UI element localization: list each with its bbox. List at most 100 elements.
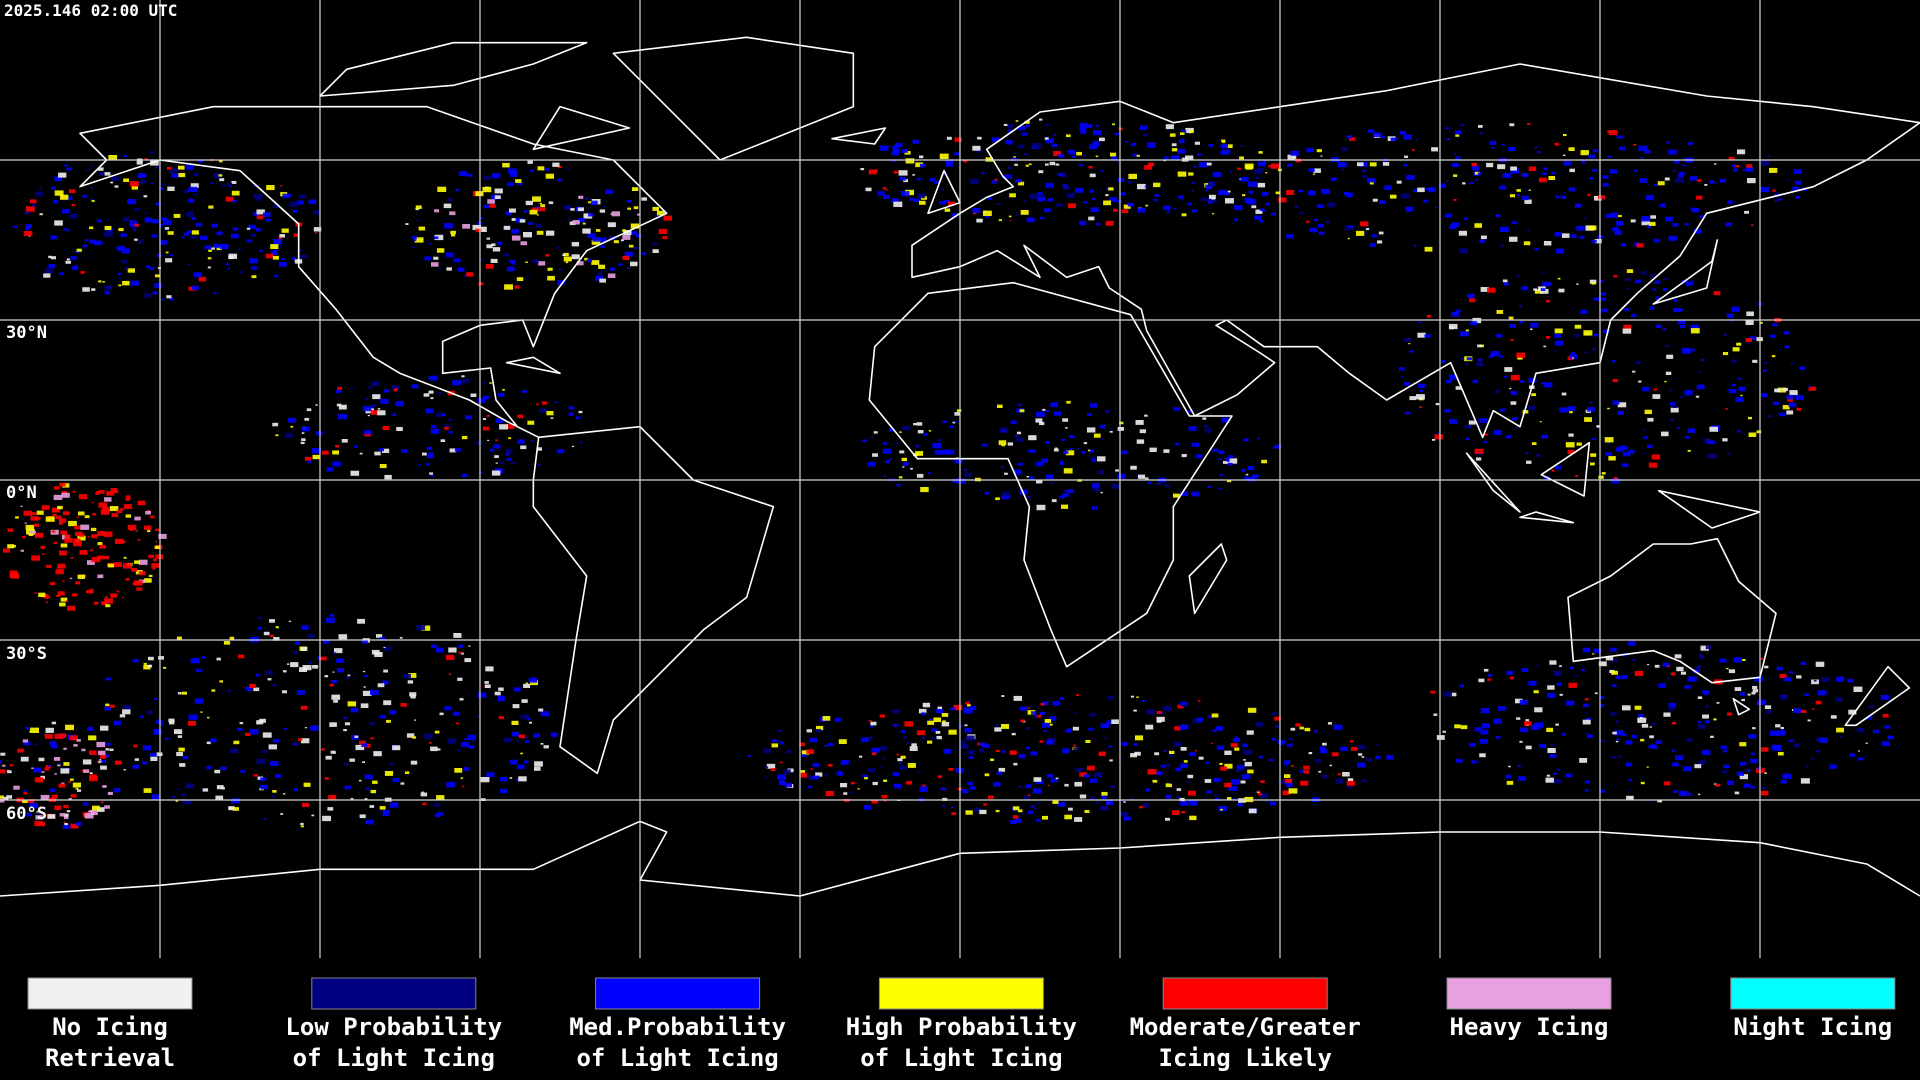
icing-speckle bbox=[216, 231, 223, 236]
icing-speckle bbox=[1366, 757, 1373, 762]
icing-speckle bbox=[1319, 746, 1326, 751]
icing-speckle bbox=[316, 431, 323, 436]
icing-speckle bbox=[73, 538, 81, 543]
icing-speckle bbox=[1517, 765, 1521, 767]
icing-speckle bbox=[443, 203, 452, 209]
icing-speckle bbox=[904, 721, 914, 727]
icing-speckle bbox=[114, 760, 122, 765]
legend-swatch bbox=[27, 977, 193, 1010]
icing-speckle bbox=[304, 727, 307, 729]
icing-speckle bbox=[1663, 781, 1671, 786]
icing-speckle bbox=[1701, 749, 1711, 756]
icing-speckle bbox=[66, 196, 73, 200]
icing-speckle bbox=[511, 731, 520, 737]
icing-speckle bbox=[186, 212, 194, 217]
icing-speckle bbox=[1676, 426, 1680, 429]
icing-speckle bbox=[302, 802, 309, 808]
icing-speckle bbox=[132, 764, 140, 769]
icing-speckle bbox=[70, 557, 74, 559]
icing-speckle bbox=[1522, 410, 1529, 414]
icing-speckle bbox=[563, 205, 572, 210]
icing-speckle bbox=[1792, 187, 1800, 192]
icing-speckle bbox=[151, 234, 157, 238]
icing-speckle bbox=[72, 490, 76, 493]
icing-speckle bbox=[343, 729, 347, 732]
icing-speckle bbox=[384, 646, 392, 652]
icing-speckle bbox=[957, 495, 960, 497]
icing-speckle bbox=[1543, 167, 1548, 171]
icing-speckle bbox=[1027, 495, 1031, 498]
icing-speckle bbox=[1471, 162, 1477, 167]
icing-speckle bbox=[1637, 717, 1647, 723]
icing-speckle bbox=[1498, 706, 1507, 711]
icing-speckle bbox=[185, 783, 195, 789]
icing-speckle bbox=[1032, 788, 1042, 794]
icing-speckle bbox=[23, 792, 28, 795]
icing-speckle bbox=[1739, 742, 1747, 747]
icing-speckle bbox=[1444, 409, 1451, 413]
icing-speckle bbox=[1579, 758, 1588, 763]
icing-speckle bbox=[143, 665, 151, 670]
icing-speckle bbox=[1612, 658, 1618, 663]
icing-speckle bbox=[1078, 163, 1083, 167]
icing-speckle bbox=[90, 588, 94, 591]
icing-speckle bbox=[475, 228, 482, 233]
icing-speckle bbox=[1819, 737, 1828, 743]
icing-speckle bbox=[1594, 297, 1600, 301]
icing-speckle bbox=[1223, 461, 1228, 464]
icing-speckle bbox=[607, 222, 616, 228]
icing-speckle bbox=[595, 229, 601, 232]
icing-speckle bbox=[545, 230, 555, 236]
timestamp: 2025.146 02:00 UTC bbox=[4, 1, 177, 20]
icing-speckle bbox=[175, 800, 178, 802]
icing-speckle bbox=[1224, 782, 1232, 788]
icing-speckle bbox=[444, 706, 452, 711]
icing-speckle bbox=[1610, 647, 1617, 652]
icing-speckle bbox=[534, 761, 543, 767]
icing-speckle bbox=[883, 194, 890, 199]
icing-speckle bbox=[31, 512, 37, 515]
icing-speckle bbox=[864, 777, 868, 780]
icing-speckle bbox=[3, 796, 9, 800]
icing-speckle bbox=[81, 748, 86, 752]
icing-speckle bbox=[1664, 177, 1670, 181]
icing-speckle bbox=[1243, 749, 1253, 755]
icing-speckle bbox=[884, 800, 887, 802]
icing-speckle bbox=[1286, 234, 1294, 239]
icing-speckle bbox=[894, 142, 903, 148]
icing-speckle bbox=[1251, 205, 1257, 209]
icing-speckle bbox=[500, 788, 508, 794]
icing-speckle bbox=[127, 199, 136, 205]
icing-speckle bbox=[427, 242, 433, 245]
icing-speckle bbox=[1237, 802, 1243, 807]
icing-speckle bbox=[1187, 202, 1193, 206]
icing-speckle bbox=[1556, 768, 1561, 771]
icing-speckle bbox=[1731, 306, 1740, 312]
icing-speckle bbox=[1180, 763, 1188, 769]
icing-speckle bbox=[90, 187, 94, 189]
icing-speckle bbox=[458, 644, 463, 648]
icing-speckle bbox=[603, 205, 606, 207]
icing-speckle bbox=[1119, 421, 1124, 425]
icing-speckle bbox=[567, 217, 571, 220]
icing-speckle bbox=[448, 418, 452, 421]
icing-speckle bbox=[98, 502, 108, 508]
icing-speckle bbox=[1206, 790, 1212, 794]
icing-speckle bbox=[51, 721, 57, 725]
icing-speckle bbox=[1306, 220, 1310, 223]
icing-speckle bbox=[1197, 717, 1204, 722]
icing-speckle bbox=[1211, 199, 1217, 203]
icing-speckle bbox=[0, 795, 4, 799]
icing-speckle bbox=[1500, 244, 1504, 247]
icing-speckle bbox=[1684, 389, 1693, 395]
icing-speckle bbox=[181, 236, 185, 239]
icing-speckle bbox=[1006, 174, 1013, 179]
icing-speckle bbox=[1360, 221, 1369, 227]
icing-speckle bbox=[1120, 811, 1129, 817]
icing-speckle bbox=[1247, 769, 1254, 774]
icing-speckle bbox=[1586, 717, 1592, 721]
icing-speckle bbox=[89, 775, 98, 782]
icing-speckle bbox=[1454, 724, 1461, 729]
icing-speckle bbox=[493, 444, 501, 449]
icing-speckle bbox=[84, 813, 94, 819]
